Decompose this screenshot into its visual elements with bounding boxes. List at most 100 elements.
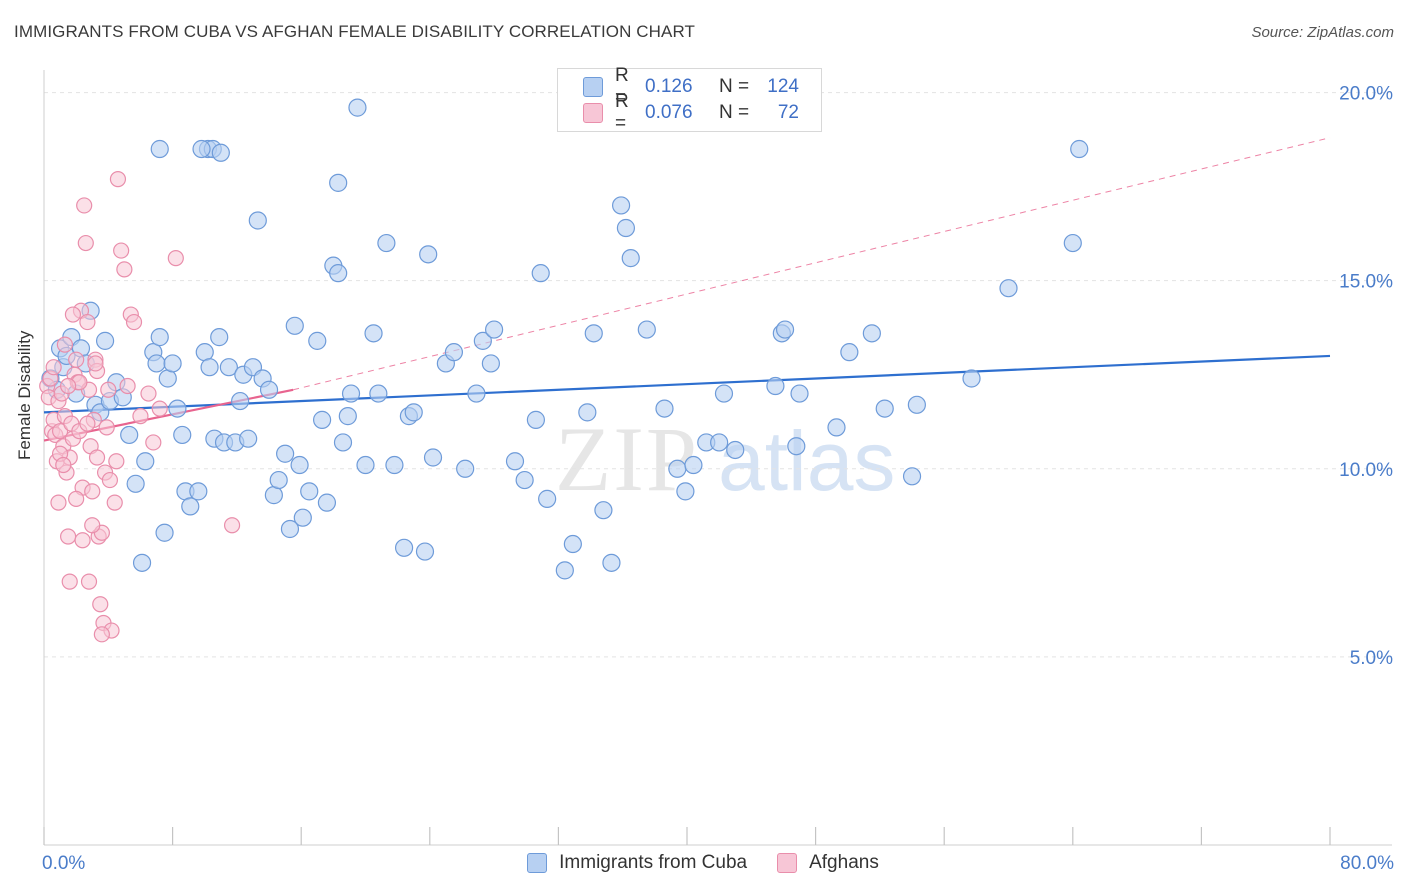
cuba-point bbox=[280, 519, 300, 539]
cuba-point bbox=[684, 455, 703, 475]
cuba-point bbox=[385, 455, 404, 475]
cuba-point bbox=[136, 452, 155, 471]
cuba-point bbox=[481, 354, 500, 373]
cuba-point bbox=[862, 324, 881, 343]
cuba-point bbox=[875, 399, 894, 418]
series-label-afghans: Afghans bbox=[809, 852, 879, 873]
legend-r-value: 0.126 bbox=[645, 76, 693, 97]
cuba-point bbox=[714, 384, 734, 403]
afghan-point bbox=[223, 517, 241, 534]
afghan-point bbox=[51, 423, 69, 440]
cuba-point bbox=[668, 459, 687, 478]
series-swatch-cuba bbox=[527, 853, 548, 873]
cuba-point bbox=[189, 482, 208, 501]
afghan-point bbox=[84, 517, 101, 534]
cuba-point bbox=[710, 433, 729, 452]
cuba-point bbox=[312, 410, 332, 429]
afghan-point bbox=[87, 355, 104, 372]
cuba-point bbox=[584, 324, 603, 343]
cuba-point bbox=[419, 245, 438, 264]
afghan-point bbox=[108, 453, 125, 470]
cuba-point bbox=[211, 143, 230, 162]
cuba-point bbox=[276, 444, 295, 463]
cuba-point bbox=[655, 399, 674, 418]
cuba-point bbox=[676, 482, 695, 501]
cuba-point bbox=[563, 534, 582, 554]
afghan-point bbox=[145, 434, 162, 451]
series-swatch-afghans bbox=[777, 853, 798, 873]
cuba-point bbox=[394, 538, 414, 557]
cuba-point bbox=[377, 233, 396, 253]
cuba-point bbox=[338, 407, 357, 426]
correlation-legend: R = 0.126 N = 124 R = 0.076 N = 72 bbox=[557, 65, 822, 134]
cuba-point bbox=[621, 249, 640, 268]
afghan-point bbox=[88, 449, 106, 466]
cuba-point bbox=[200, 358, 219, 377]
afghan-point bbox=[140, 385, 157, 402]
legend-row-cuba: R = 0.126 N = 124 bbox=[583, 65, 799, 108]
cuba-point bbox=[147, 354, 166, 373]
legend-r-label: R = bbox=[615, 65, 629, 108]
cuba-point bbox=[264, 486, 283, 505]
afghan-point bbox=[68, 490, 85, 507]
afghan-point bbox=[50, 494, 67, 511]
afghan-point bbox=[106, 494, 123, 511]
cuba-point bbox=[766, 376, 785, 396]
y-tick-label: 20.0% bbox=[1339, 84, 1393, 105]
y-tick-label: 5.0% bbox=[1350, 648, 1393, 669]
legend-n-label: N = bbox=[719, 102, 750, 123]
cuba-point bbox=[348, 98, 367, 117]
cuba-point bbox=[827, 418, 846, 437]
cuba-point bbox=[132, 553, 152, 572]
legend-n-value: 72 bbox=[777, 102, 799, 123]
cuba-point bbox=[259, 380, 279, 399]
afghan-point bbox=[151, 400, 168, 417]
cuba-point bbox=[269, 470, 288, 490]
afghan-point bbox=[77, 234, 94, 252]
afghan-point bbox=[119, 377, 136, 395]
afghan-point bbox=[101, 471, 119, 489]
cuba-point bbox=[195, 343, 214, 362]
cuba-point bbox=[300, 482, 319, 501]
cuba-point bbox=[962, 369, 981, 388]
legend-r-label: R = bbox=[615, 91, 629, 134]
cuba-point bbox=[538, 489, 557, 508]
cuba-point bbox=[775, 320, 795, 339]
cuba-point bbox=[317, 493, 337, 512]
afghan-point bbox=[80, 573, 98, 590]
series-legend-item-afghans: Afghans bbox=[777, 852, 879, 874]
cuba-point bbox=[787, 437, 806, 456]
afghan-point bbox=[76, 197, 93, 214]
cuba-point bbox=[369, 384, 388, 403]
cuba-point bbox=[1070, 139, 1089, 159]
cuba-point bbox=[356, 455, 375, 475]
cuba-trend-line bbox=[43, 354, 1331, 414]
series-legend: Immigrants from Cuba Afghans bbox=[0, 852, 1406, 874]
cuba-point bbox=[210, 328, 229, 347]
watermark-atlas: atlas bbox=[718, 414, 895, 508]
cuba-point bbox=[219, 358, 238, 377]
afghan-point bbox=[60, 377, 77, 395]
cuba-point bbox=[150, 328, 169, 347]
afghan-point bbox=[56, 336, 73, 353]
cuba-point bbox=[158, 369, 177, 388]
cuba-point bbox=[329, 264, 348, 283]
afghan-point bbox=[79, 313, 96, 331]
afghan-point bbox=[132, 408, 149, 425]
afghan-point bbox=[74, 532, 91, 549]
cuba-point bbox=[333, 433, 353, 452]
cuba-point bbox=[473, 331, 492, 350]
legend-n-value: 124 bbox=[767, 76, 799, 97]
cuba-point bbox=[555, 561, 574, 580]
cuba-point bbox=[999, 279, 1018, 298]
cuba-point bbox=[95, 331, 115, 350]
cuba-point bbox=[1063, 233, 1082, 253]
series-label-cuba: Immigrants from Cuba bbox=[559, 852, 748, 873]
cuba-point bbox=[602, 553, 621, 572]
cuba-point bbox=[423, 448, 443, 467]
cuba-point bbox=[611, 196, 631, 215]
cuba-point bbox=[181, 497, 200, 516]
chart-source: Source: ZipAtlas.com bbox=[1251, 24, 1394, 41]
cuba-point bbox=[526, 410, 545, 429]
